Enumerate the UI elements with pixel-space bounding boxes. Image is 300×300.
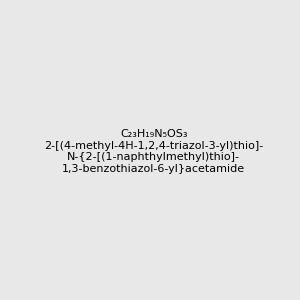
Text: C₂₃H₁₉N₅OS₃
2-[(4-methyl-4H-1,2,4-triazol-3-yl)thio]-
N-{2-[(1-naphthylmethyl)th: C₂₃H₁₉N₅OS₃ 2-[(4-methyl-4H-1,2,4-triazo…	[44, 129, 263, 174]
